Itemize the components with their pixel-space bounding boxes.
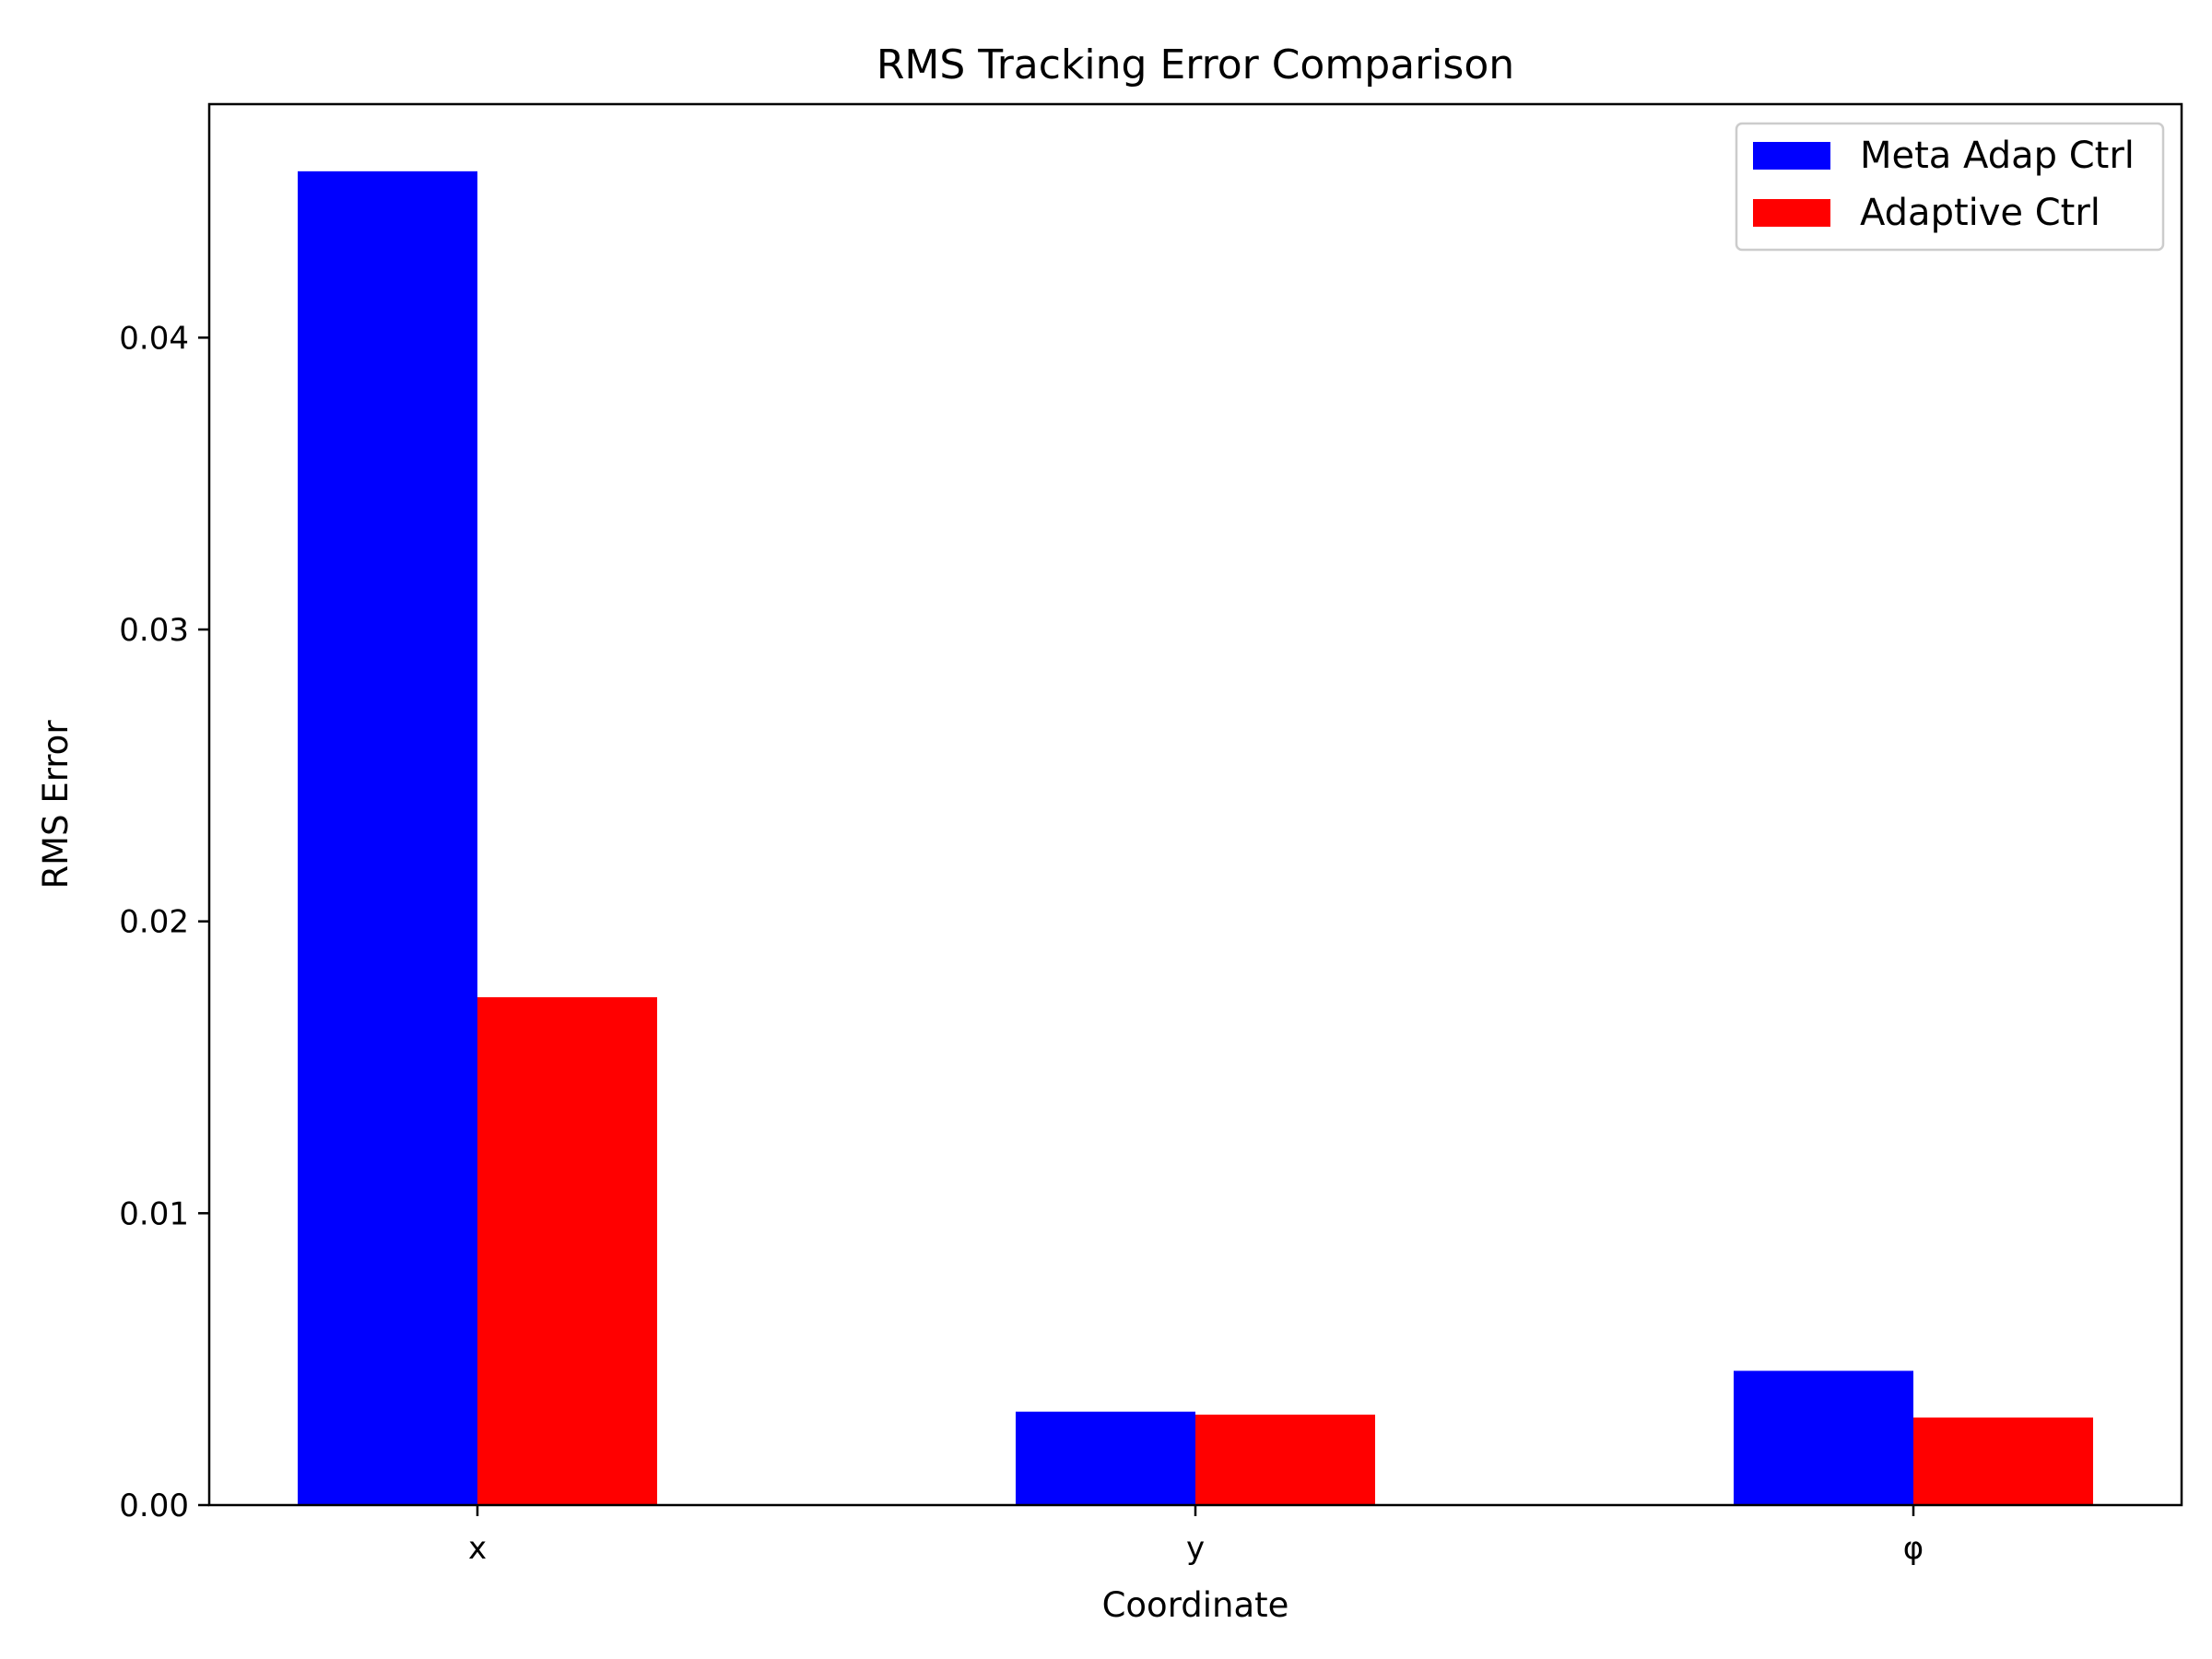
- y-tick-label: 0.01: [119, 1195, 189, 1232]
- x-tick-label-y: y: [1186, 1530, 1205, 1567]
- y-axis: 0.00 0.01 0.02 0.03 0.04: [119, 320, 209, 1524]
- legend-label-adaptive-ctrl: Adaptive Ctrl: [1860, 192, 2100, 234]
- legend-swatch-adaptive-ctrl: [1753, 199, 1830, 227]
- y-axis-label: RMS Error: [36, 720, 76, 889]
- chart-title: RMS Tracking Error Comparison: [877, 41, 1514, 88]
- legend: Meta Adap Ctrl Adaptive Ctrl: [1735, 122, 2165, 252]
- legend-swatch-meta-adap-ctrl: [1753, 142, 1830, 170]
- y-tick-label: 0.02: [119, 904, 189, 941]
- bars: [298, 171, 2093, 1505]
- y-tick-label: 0.00: [119, 1488, 189, 1524]
- bar-meta-adap-ctrl-y: [1016, 1411, 1195, 1505]
- legend-box: [1735, 122, 2165, 252]
- bar-adaptive-ctrl-x: [477, 997, 657, 1505]
- x-tick-label-x: x: [468, 1530, 487, 1567]
- bar-adaptive-ctrl-phi: [1913, 1418, 2093, 1505]
- bar-meta-adap-ctrl-phi: [1734, 1371, 1913, 1505]
- bar-meta-adap-ctrl-x: [298, 171, 477, 1505]
- y-tick-label: 0.04: [119, 320, 189, 357]
- legend-label-meta-adap-ctrl: Meta Adap Ctrl: [1860, 135, 2135, 177]
- bar-adaptive-ctrl-y: [1195, 1414, 1375, 1505]
- y-tick-label: 0.03: [119, 612, 189, 649]
- x-tick-label-phi: φ: [1903, 1530, 1924, 1567]
- x-axis-label: Coordinate: [1102, 1585, 1289, 1625]
